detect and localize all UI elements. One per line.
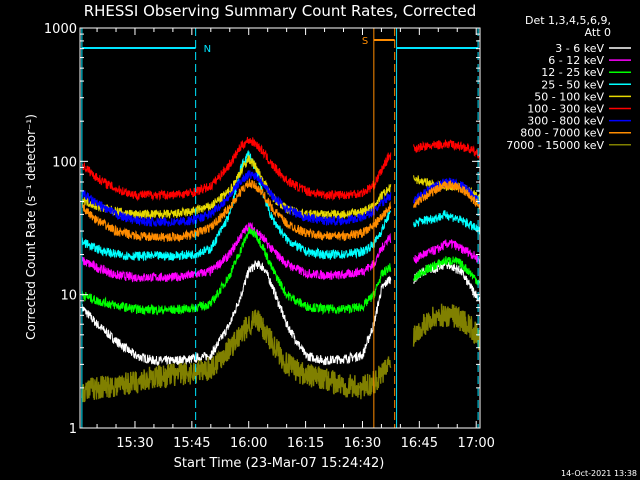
series-7000-15000-kev <box>81 303 481 403</box>
x-tick-label: 16:30 <box>344 436 381 451</box>
series-line <box>413 210 481 235</box>
x-tick-label: 16:00 <box>230 436 267 451</box>
series-800-7000-kev <box>81 177 481 243</box>
legend-label: 800 - 7000 keV <box>520 127 604 140</box>
series-line <box>413 177 481 206</box>
x-axis-label: Start Time (23-Mar-07 15:24:42) <box>174 456 385 471</box>
x-tick-label: 17:00 <box>457 436 494 451</box>
marker-layer: NS <box>81 28 479 428</box>
chart-title: RHESSI Observing Summary Count Rates, Co… <box>84 2 477 20</box>
legend-label: 100 - 300 keV <box>527 103 604 116</box>
series-line <box>81 309 392 403</box>
series-12-25-kev <box>81 226 481 316</box>
series-line <box>413 256 481 286</box>
legend-header: Att 0 <box>585 26 611 39</box>
legend-label: 50 - 100 keV <box>534 90 604 103</box>
legend-header: Det 1,3,4,5,6,9, <box>525 14 611 27</box>
tick-layer: 15:30 15:45 16:00 16:15 16:30 16:45 17:00 1 10 10… <box>44 22 495 451</box>
y-tick-label: 100 <box>52 155 77 170</box>
series-line <box>413 239 481 265</box>
series-line <box>81 226 392 316</box>
series-line <box>413 139 481 159</box>
series-25-50-kev <box>81 149 481 262</box>
y-tick-label: 1 <box>69 422 77 437</box>
series-line <box>81 136 392 202</box>
series-line <box>81 222 392 283</box>
x-tick-label: 16:45 <box>401 436 438 451</box>
marker-label: S <box>362 36 368 47</box>
legend-label: 300 - 800 keV <box>527 115 604 128</box>
legend-label: 25 - 50 keV <box>541 78 604 91</box>
series-6-12-kev <box>81 222 481 283</box>
y-axis-label: Corrected Count Rate (s⁻¹ detector⁻¹) <box>24 114 38 340</box>
plot-frame <box>79 27 481 429</box>
series-line <box>81 155 392 220</box>
legend-label: 7000 - 15000 keV <box>506 139 604 152</box>
marker-label: N <box>204 44 211 55</box>
legend-label: 3 - 6 keV <box>555 42 604 55</box>
series-line <box>81 149 392 262</box>
series-layer <box>81 136 481 403</box>
marker-unlabeled <box>396 28 479 428</box>
series-100-300-kev <box>81 136 481 202</box>
marker-s: S <box>362 28 396 428</box>
y-tick-label: 1000 <box>44 22 77 37</box>
legend-label: 6 - 12 keV <box>548 54 604 67</box>
series-300-800-kev <box>81 170 481 228</box>
legend-label: 12 - 25 keV <box>541 66 604 79</box>
series-line <box>412 303 481 351</box>
series-line <box>81 177 392 243</box>
series-line <box>81 260 392 366</box>
y-tick-label: 10 <box>60 289 77 304</box>
series-line <box>81 170 392 228</box>
x-tick-label: 16:15 <box>287 436 324 451</box>
series-line <box>413 179 481 210</box>
x-tick-label: 15:30 <box>116 436 153 451</box>
footer-date: 14-Oct-2021 13:38 <box>561 469 637 478</box>
marker-n: N <box>81 28 211 428</box>
x-tick-label: 15:45 <box>173 436 210 451</box>
